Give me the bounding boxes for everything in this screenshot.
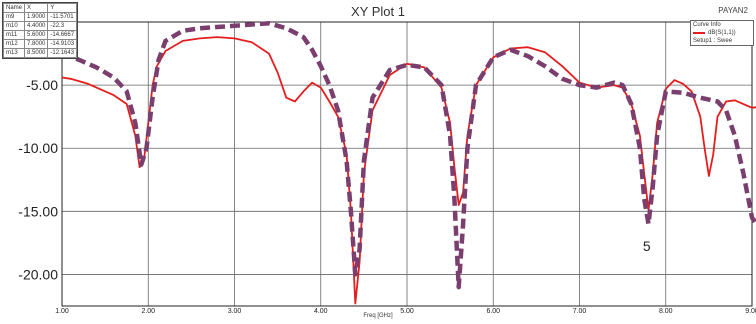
marker-x: 1.9000 bbox=[24, 12, 49, 22]
project-label: PAYAN2 bbox=[718, 6, 748, 15]
x-tick-label: 7.00 bbox=[573, 308, 587, 315]
marker-name: m10 bbox=[2, 21, 26, 31]
marker-row: m13 8.5000 -12.1643 bbox=[2, 48, 78, 58]
x-tick-label: 9.00 bbox=[745, 308, 756, 315]
x-tick-label: 3.00 bbox=[228, 308, 242, 315]
legend-swatch bbox=[693, 32, 705, 34]
marker-x: 4.4000 bbox=[24, 21, 49, 31]
annotation-label: 5 bbox=[643, 238, 651, 254]
x-tick-label: 1.00 bbox=[55, 308, 69, 315]
marker-x: 7.8000 bbox=[24, 39, 49, 49]
marker-y: -22.3 bbox=[47, 21, 78, 31]
marker-table: Name X Y m9 1.9000 -11.5701 m10 4.4000 -… bbox=[2, 2, 79, 59]
legend: Curve Info dB(S(1,1)) Setup1 : Swee bbox=[690, 20, 754, 46]
marker-header-y: Y bbox=[47, 3, 78, 13]
x-tick-label: 2.00 bbox=[141, 308, 155, 315]
chart-title: XY Plot 1 bbox=[351, 4, 405, 19]
marker-name: m9 bbox=[2, 12, 26, 22]
marker-y: -14.9103 bbox=[47, 39, 78, 49]
series-layer bbox=[61, 21, 756, 305]
y-tick-label: -5.00 bbox=[26, 77, 58, 93]
marker-row: m10 4.4000 -22.3 bbox=[2, 21, 78, 31]
x-tick-label: 6.00 bbox=[486, 308, 500, 315]
marker-header-x: X bbox=[24, 3, 49, 13]
x-tick-label: 5.00 bbox=[400, 308, 414, 315]
annotations: 56 bbox=[643, 238, 651, 254]
legend-entry: Setup1 : Swee bbox=[693, 38, 733, 44]
marker-name: m11 bbox=[2, 30, 26, 40]
y-tick-label: -10.00 bbox=[18, 140, 58, 156]
y-tick-label: -20.00 bbox=[18, 266, 58, 282]
marker-name: m12 bbox=[2, 39, 26, 49]
marker-y: -12.1643 bbox=[47, 48, 78, 58]
y-tick-label: -15.00 bbox=[18, 203, 58, 219]
marker-row: m12 7.8000 -14.9103 bbox=[2, 39, 78, 49]
legend-entry-label: dB(S(1,1)) bbox=[708, 30, 736, 36]
marker-header-name: Name bbox=[2, 3, 26, 13]
legend-header: Curve Info bbox=[693, 22, 721, 28]
marker-row: m11 5.6000 -14.6667 bbox=[2, 30, 78, 40]
plot-frame bbox=[61, 21, 753, 307]
x-axis-label: Freq [GHz] bbox=[363, 313, 393, 319]
series-line-dashed bbox=[61, 21, 756, 290]
marker-y: -11.5701 bbox=[47, 12, 78, 22]
marker-row: m9 1.9000 -11.5701 bbox=[2, 12, 78, 22]
legend-entry: dB(S(1,1)) bbox=[691, 29, 753, 37]
marker-y: -14.6667 bbox=[47, 30, 78, 40]
marker-table-header: Name X Y bbox=[2, 3, 78, 13]
x-tick-label: 4.00 bbox=[314, 308, 328, 315]
marker-x: 8.5000 bbox=[24, 48, 49, 58]
x-tick-label: 8.00 bbox=[659, 308, 673, 315]
marker-name: m13 bbox=[2, 48, 26, 58]
marker-x: 5.6000 bbox=[24, 30, 49, 40]
